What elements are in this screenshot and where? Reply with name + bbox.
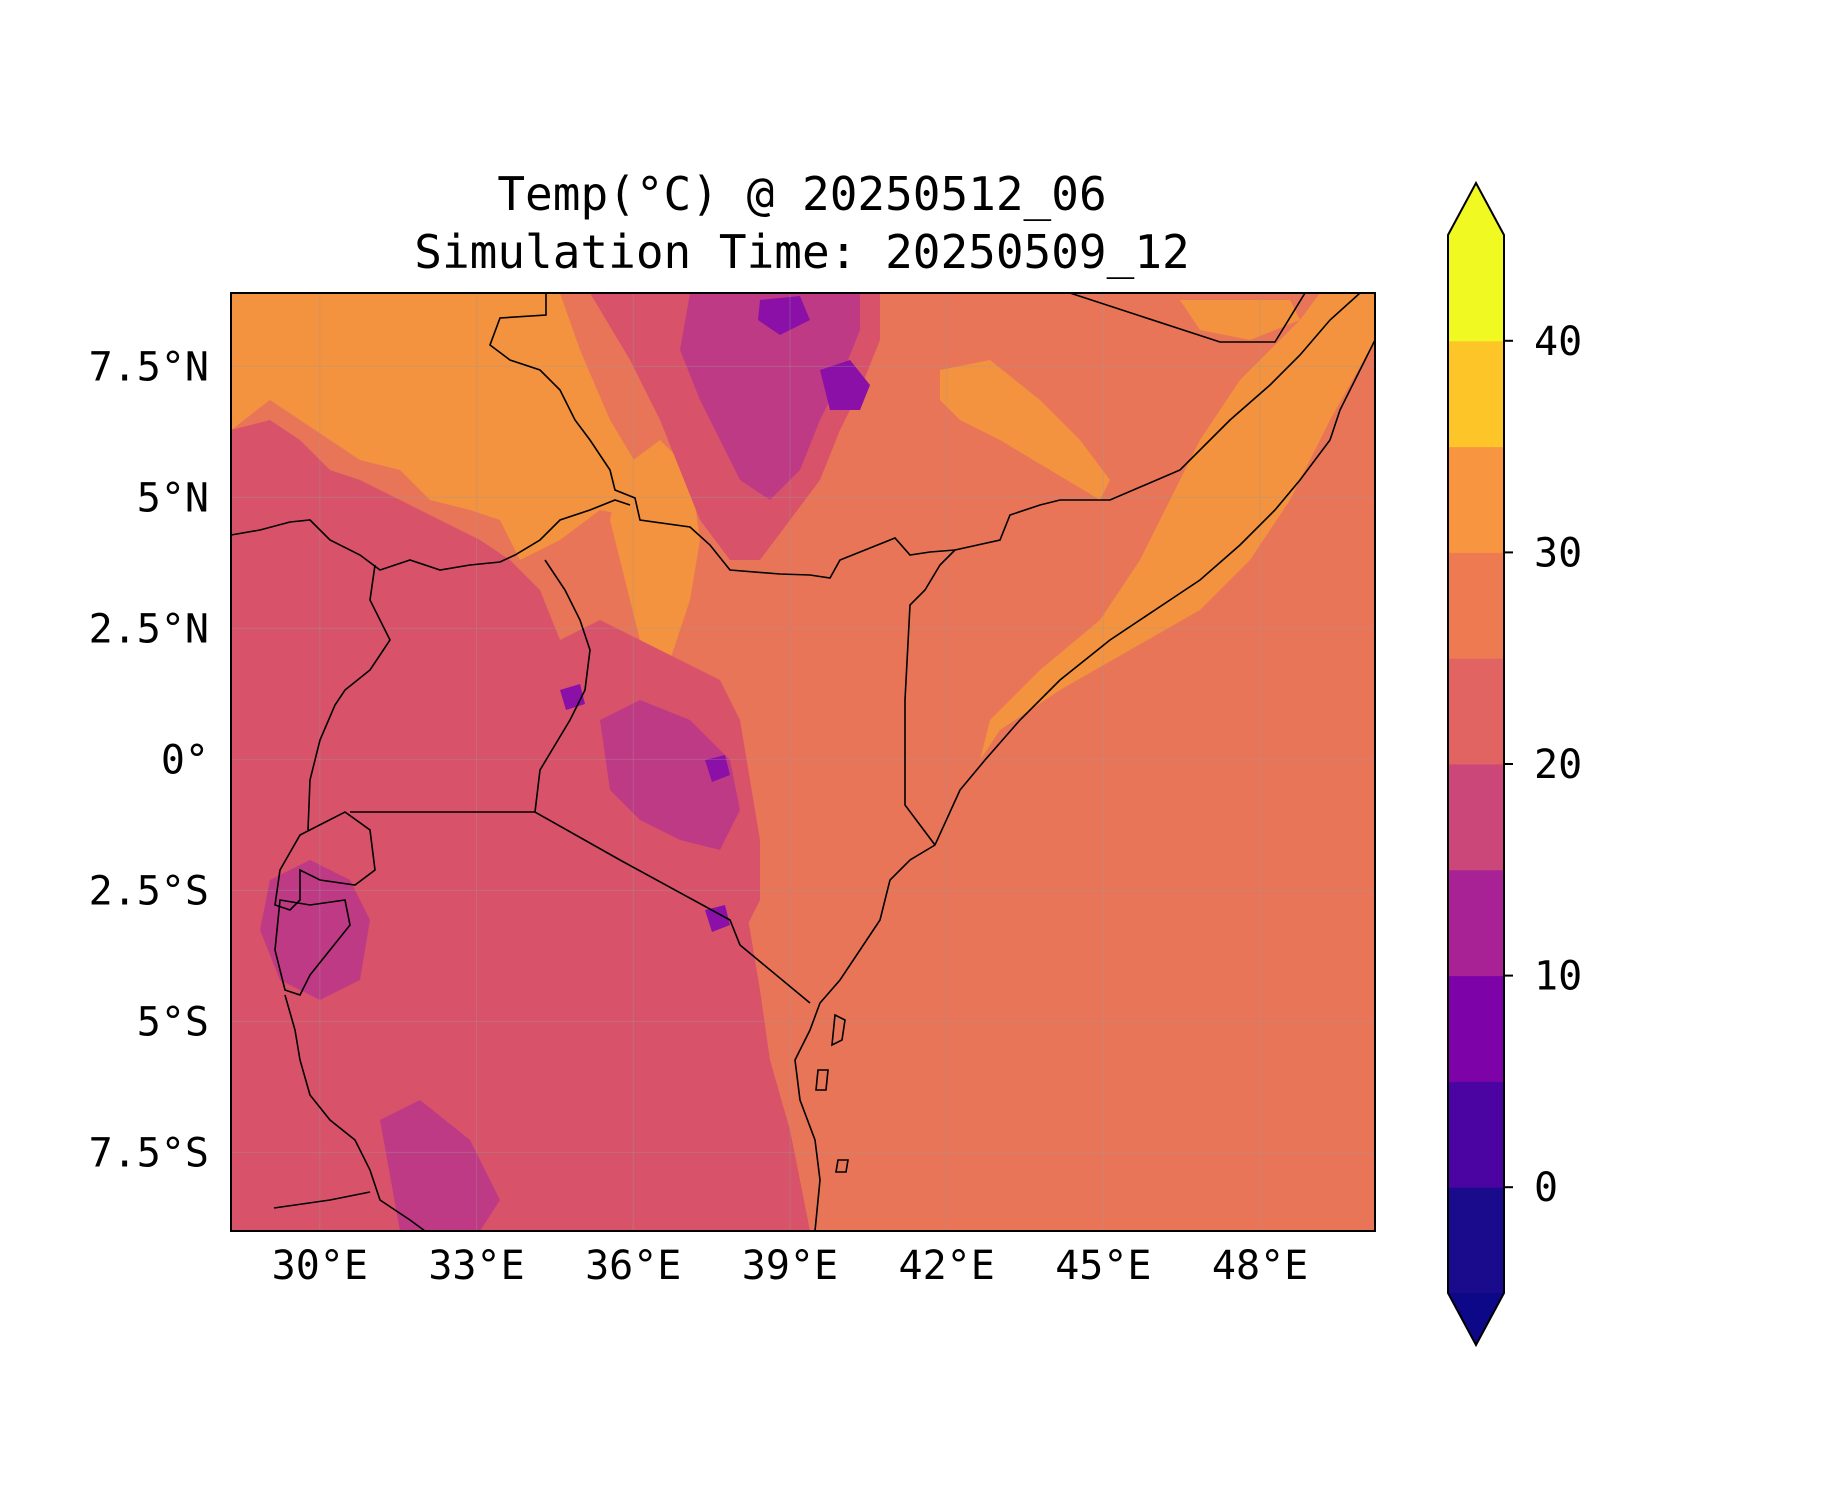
y-tick-label: 2.5°S [89,868,209,914]
rwanda-cold-core [260,860,370,1000]
colorbar-band [1448,235,1504,342]
uganda-kenya-border-main [534,559,591,813]
colorbar-tick-label: 30 [1534,530,1582,576]
colorbar-outline [1447,180,1505,1348]
y-tick-label: 0° [161,737,209,783]
lake-tanganyika-shore [284,994,426,1231]
ethiopia-somalia-north [1069,293,1306,343]
kenya-ethiopia-border [904,549,956,846]
x-tick-label: 42°E [898,1243,994,1289]
ethiopia-coldest-spot-2 [758,296,810,335]
tanzania-north-border [350,811,811,1004]
map-gridlines [231,293,1375,1231]
colorbar-over-arrow [1448,183,1504,235]
map-frame [230,292,1376,1232]
colorbar-tick-label: 20 [1534,742,1582,788]
colorbar-band [1448,764,1504,871]
rwanda-border [274,811,376,911]
ogaden-hot-patch [940,360,1110,500]
turkana-hot-zone [610,440,700,690]
colorbar-band [1448,552,1504,659]
y-tick-label: 7.5°S [89,1130,209,1176]
colorbar-under-arrow [1448,1293,1504,1345]
colorbar-band [1448,340,1504,448]
colorbar-band [1448,975,1504,1082]
x-tick-label: 48°E [1212,1243,1308,1289]
ethiopia-cold-core [680,293,860,500]
ne-hot-strip [1180,300,1300,340]
east-africa-coastline [794,339,1375,1231]
x-axis-ticks: 30°E 33°E 36°E 39°E 42°E 45°E 48°E [272,1243,1309,1289]
burundi-border [274,899,351,996]
map-title-line2: Simulation Time: 20250509_12 [414,225,1189,279]
uganda-west-border [307,564,391,831]
colorbar [1447,180,1505,1348]
map-title-line1: Temp(°C) @ 20250512_06 [497,167,1106,221]
ethiopia-coldest-spot [820,360,870,410]
southern-highland-cold [380,1100,500,1231]
somalia-coast-hot-zone [980,293,1375,760]
tanzania-zambia-border [273,1191,371,1209]
mt-kenya-cold-spot [705,755,730,782]
y-tick-label: 7.5°N [89,344,209,390]
zanzibar-island [831,1013,846,1047]
colorbar-tick-label: 10 [1534,954,1582,1000]
colorbar-band [1448,869,1504,977]
colorbar-ticks: 0 10 20 30 40 [1504,319,1582,1211]
map-plot-area [231,293,1375,1231]
y-tick-label: 5°S [137,999,209,1045]
x-tick-label: 45°E [1055,1243,1151,1289]
pemba-island [815,1069,829,1091]
colorbar-band [1448,446,1504,553]
country-borders [231,293,1375,1231]
colorbar-band [1448,1187,1504,1294]
uganda-sudan-border [231,499,631,571]
y-tick-label: 5°N [137,475,209,521]
kenya-somalia-border [954,293,1361,551]
colorbar-band [1448,1081,1504,1188]
x-tick-label: 33°E [428,1243,524,1289]
colorbar-tick-label: 40 [1534,319,1582,365]
mafia-island [835,1159,849,1173]
x-tick-label: 30°E [272,1243,368,1289]
south-sudan-border [489,293,956,579]
tanzania-cool-patch [640,990,760,1140]
x-tick-label: 36°E [585,1243,681,1289]
colorbar-band [1448,658,1504,765]
south-sudan-hot-zone [231,293,650,560]
y-axis-ticks: 7.5°N 5°N 2.5°N 0° 2.5°S 5°S 7.5°S [89,344,209,1176]
kilimanjaro-cold-spot [705,905,730,932]
y-tick-label: 2.5°N [89,606,209,652]
x-tick-label: 39°E [742,1243,838,1289]
colorbar-tick-label: 0 [1534,1165,1558,1211]
kenya-cold-core [600,700,740,850]
